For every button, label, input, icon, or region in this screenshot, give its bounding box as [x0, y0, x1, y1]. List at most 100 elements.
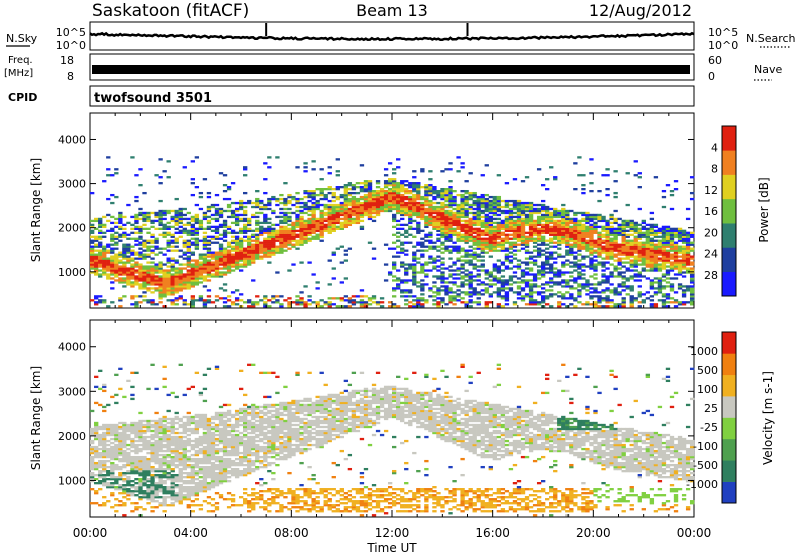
power-cell [299, 221, 304, 225]
power-cell [230, 249, 236, 252]
power-cell [170, 279, 175, 282]
velocity-cell [110, 449, 115, 453]
power-cell [689, 275, 695, 278]
velocity-cell [122, 395, 127, 399]
power-cell [106, 251, 111, 254]
power-cell [170, 273, 175, 276]
power-cell [557, 231, 562, 234]
power-cell [613, 287, 618, 290]
power-cell [146, 211, 151, 215]
power-cell [194, 239, 200, 242]
velocity-cell [130, 480, 135, 483]
power-cell [480, 247, 485, 250]
power-cell [448, 221, 453, 225]
velocity-cell [138, 484, 143, 487]
power-cell [476, 229, 481, 232]
power-cell [259, 249, 264, 252]
power-cell [303, 233, 308, 236]
power-cell [238, 217, 244, 221]
power-cell [524, 213, 530, 217]
power-cell [456, 207, 461, 211]
power-cell [601, 225, 606, 229]
power-cell [629, 287, 634, 290]
velocity-cell [106, 500, 111, 503]
power-cell [98, 263, 103, 266]
power-cell [516, 229, 522, 232]
power-cell [291, 195, 296, 199]
power-cell [404, 180, 409, 183]
power-cell [166, 281, 171, 284]
power-cell [182, 229, 187, 232]
power-cell [472, 195, 477, 199]
power-cell [677, 239, 683, 242]
power-cell [444, 205, 449, 209]
power-cell [182, 273, 187, 276]
power-cell [408, 289, 413, 292]
power-cell [295, 235, 300, 238]
power-cell [500, 275, 506, 278]
power-cell [279, 221, 284, 225]
power-cell [657, 247, 663, 250]
power-cell [432, 221, 437, 225]
power-cell [331, 215, 336, 219]
power-cell [98, 301, 103, 304]
power-cell [573, 297, 578, 300]
power-cell [412, 251, 417, 254]
power-cell [98, 225, 103, 229]
power-cell [613, 275, 618, 278]
power-cell [416, 299, 421, 302]
power-cell [424, 221, 429, 225]
power-cell [440, 271, 445, 274]
power-cell [138, 251, 143, 254]
velocity-cell [142, 480, 147, 483]
power-cell [657, 285, 663, 288]
velocity-cell [98, 455, 103, 459]
power-cell [118, 253, 123, 256]
power-cell [311, 160, 316, 163]
power-cell [625, 293, 630, 296]
power-cell [331, 203, 336, 207]
power-cell [504, 281, 510, 284]
power-cell [210, 235, 216, 238]
power-cell [190, 269, 195, 272]
power-cell [561, 271, 566, 274]
velocity-cell [114, 393, 119, 397]
power-cell [154, 281, 159, 284]
power-cell [243, 209, 248, 213]
power-cell [448, 217, 453, 221]
power-cell [617, 243, 622, 246]
power-cell [323, 203, 328, 207]
power-cell [637, 235, 642, 238]
power-cell [194, 217, 200, 221]
power-cell [452, 217, 457, 221]
power-cell [424, 184, 429, 187]
power-cell [351, 191, 357, 195]
power-cell [524, 283, 530, 286]
power-cell [226, 259, 232, 262]
power-cell [412, 197, 417, 201]
power-cell [214, 231, 220, 234]
power-cell [665, 269, 671, 272]
power-cell [420, 209, 425, 213]
power-cell [251, 303, 256, 306]
power-cell [472, 213, 477, 217]
power-cell [605, 253, 610, 256]
velocity-cell [90, 457, 95, 461]
power-cell [520, 221, 526, 225]
power-cell [629, 275, 634, 278]
power-cell [214, 257, 220, 260]
power-cell [524, 203, 530, 207]
power-cell [468, 259, 473, 262]
power-cell [226, 265, 232, 268]
power-cell [178, 273, 183, 276]
power-cell [335, 297, 340, 300]
velocity-cell [110, 429, 115, 433]
power-cell [271, 231, 276, 234]
power-cell [605, 279, 610, 282]
power-cell [561, 261, 566, 264]
power-cell [540, 273, 546, 276]
power-cell [259, 247, 264, 250]
power-cell [355, 301, 361, 304]
power-cell [629, 289, 634, 292]
power-cell [577, 283, 582, 286]
